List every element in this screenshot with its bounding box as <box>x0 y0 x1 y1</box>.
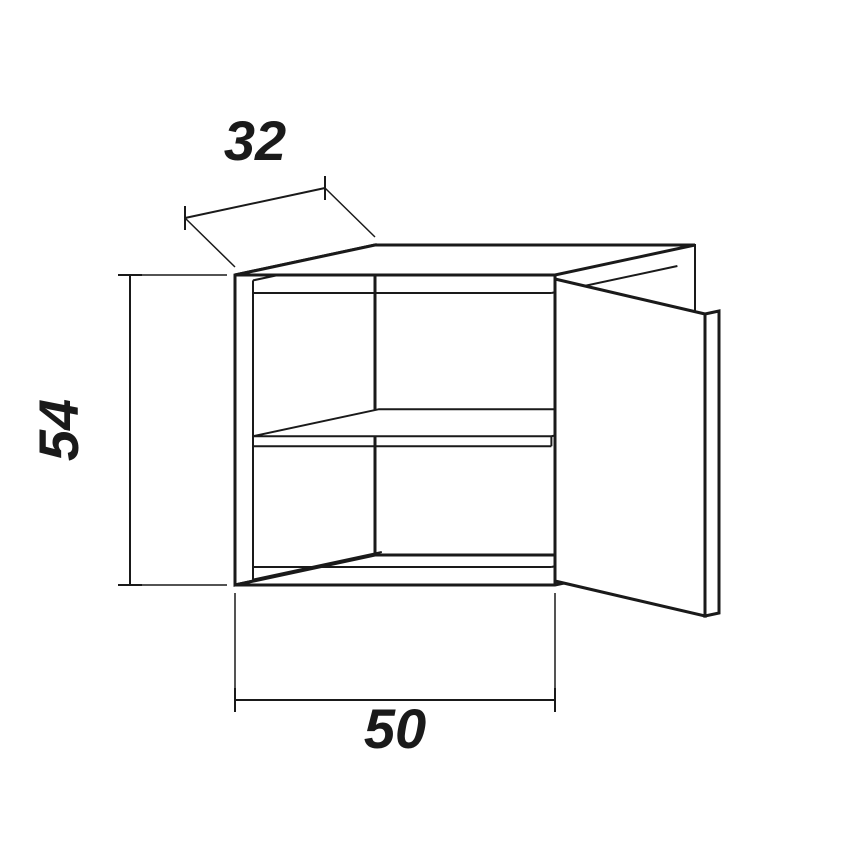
cabinet <box>235 245 719 616</box>
dim-ext-depth-2 <box>325 188 375 237</box>
dim-line-depth <box>185 188 325 218</box>
door-edge <box>705 311 719 616</box>
door-face <box>555 279 705 616</box>
dim-label-width: 50 <box>364 697 426 760</box>
dim-label-depth: 32 <box>224 109 286 172</box>
dim-ext-depth-1 <box>185 218 235 267</box>
dim-label-height: 54 <box>27 399 90 461</box>
